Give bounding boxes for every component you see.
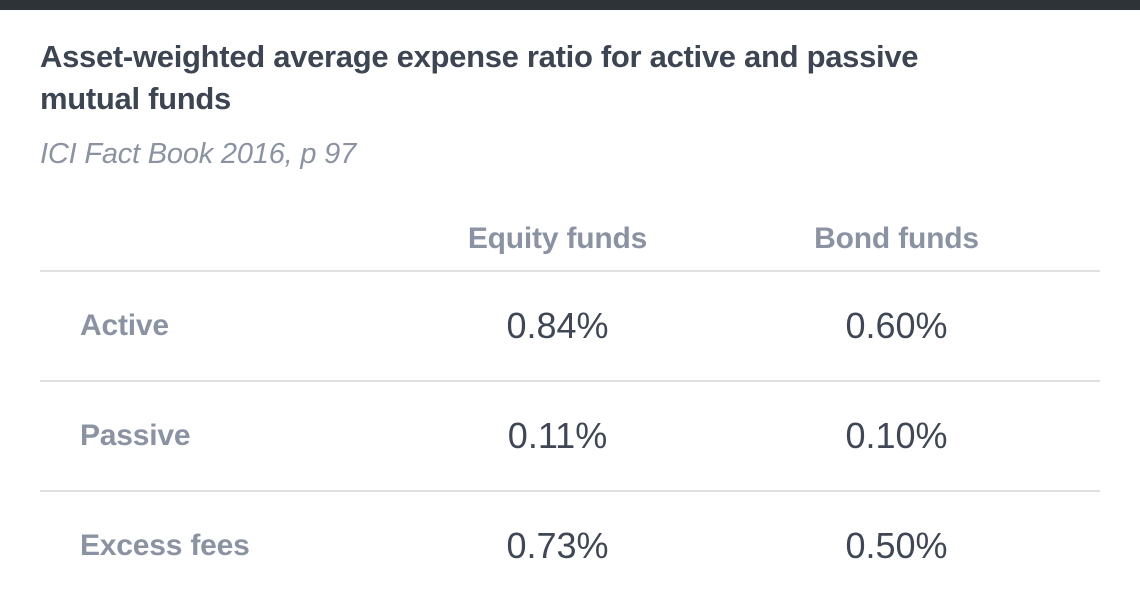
page-title-line-1: Asset-weighted average expense ratio for… [40, 39, 919, 74]
row-label: Excess fees [80, 529, 250, 562]
page-title: Asset-weighted average expense ratio for… [40, 36, 1100, 120]
row-label: Active [80, 309, 169, 342]
bond-value: 0.10% [845, 415, 948, 456]
page-title-line-2: mutual funds [40, 81, 231, 116]
table-header-row: Equity funds Bond funds [40, 208, 1100, 270]
equity-value: 0.73% [506, 525, 609, 566]
equity-value: 0.84% [506, 305, 609, 346]
top-bar [0, 0, 1140, 10]
header-equity-funds: Equity funds [467, 222, 648, 255]
expense-ratio-table: Equity funds Bond funds Active 0.84% 0.6… [40, 208, 1100, 600]
table-row-active: Active 0.84% 0.60% [40, 270, 1100, 380]
bond-value: 0.50% [845, 525, 948, 566]
source-note: ICI Fact Book 2016, p 97 [40, 138, 356, 170]
table-row-excess-fees: Excess fees 0.73% 0.50% [40, 490, 1100, 600]
content: Asset-weighted average expense ratio for… [0, 36, 1140, 600]
equity-value: 0.11% [507, 415, 608, 456]
bond-value: 0.60% [845, 305, 948, 346]
table-row-passive: Passive 0.11% 0.10% [40, 380, 1100, 490]
header-bond-funds: Bond funds [814, 222, 979, 255]
row-label: Passive [80, 419, 191, 452]
